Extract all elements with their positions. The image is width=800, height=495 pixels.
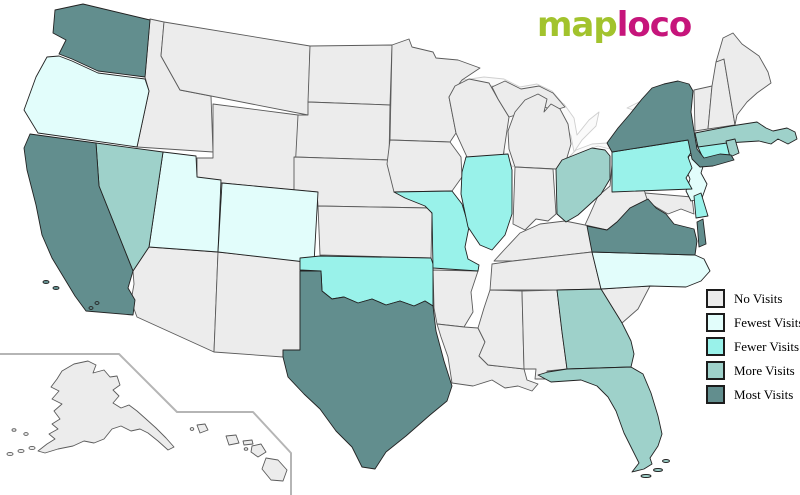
logo-text-loco: loco <box>616 5 693 45</box>
aleutian-island <box>24 433 28 436</box>
legend-item-fewest-visits: Fewest Visits <box>706 313 800 332</box>
state-virginia <box>587 199 697 255</box>
aleutian-island <box>7 452 13 455</box>
aleutian-island <box>29 446 35 449</box>
hawaii-island <box>190 428 194 431</box>
state-washington <box>53 4 150 77</box>
state-texas <box>283 271 452 469</box>
state-california <box>24 134 135 315</box>
legend-label: Most Visits <box>734 386 794 402</box>
legend-label: More Visits <box>734 362 795 378</box>
state-colorado <box>218 183 318 263</box>
channel-island <box>95 302 99 305</box>
state-delaware <box>694 193 708 218</box>
state-north-carolina <box>592 252 710 289</box>
state-new-york <box>607 81 734 167</box>
hawaii-island <box>244 448 248 451</box>
florida-keys <box>641 475 651 478</box>
hawaii-island <box>197 424 208 433</box>
state-mississippi <box>478 290 524 369</box>
channel-island <box>89 307 93 310</box>
florida-keys <box>663 460 670 463</box>
hawaii-island <box>251 444 266 457</box>
hawaii-island <box>262 458 287 481</box>
aleutian-island <box>12 429 16 432</box>
state-indiana <box>513 167 556 230</box>
legend: No Visits Fewest Visits Fewer Visits Mor… <box>706 289 800 410</box>
state-north-dakota <box>308 45 392 105</box>
hawaii-island <box>226 435 239 445</box>
state-georgia <box>557 289 634 369</box>
inset-border <box>0 354 291 495</box>
aleutian-island <box>18 449 24 452</box>
state-massachusetts <box>695 122 797 147</box>
state-missouri <box>394 191 479 271</box>
logo-text-map: map <box>537 5 618 45</box>
legend-item-no-visits: No Visits <box>706 289 800 308</box>
channel-island <box>43 280 49 283</box>
legend-swatch-fewer-visits <box>706 337 725 356</box>
legend-swatch-fewest-visits <box>706 313 725 332</box>
state-new-mexico <box>214 252 300 357</box>
state-alaska <box>38 361 174 453</box>
state-illinois <box>461 154 512 250</box>
hawaii-island <box>243 440 253 445</box>
legend-item-more-visits: More Visits <box>706 361 800 380</box>
florida-keys <box>654 469 663 472</box>
legend-item-most-visits: Most Visits <box>706 385 800 404</box>
maploco-logo[interactable]: maploco <box>537 5 693 45</box>
state-arizona <box>131 247 218 352</box>
legend-swatch-no-visits <box>706 289 725 308</box>
legend-label: No Visits <box>734 290 783 306</box>
state-arkansas <box>433 270 478 327</box>
state-wisconsin <box>449 79 509 157</box>
legend-label: Fewest Visits <box>734 314 800 330</box>
state-ohio <box>556 148 610 222</box>
legend-swatch-most-visits <box>706 385 725 404</box>
channel-island <box>53 286 59 289</box>
state-iowa <box>387 140 462 192</box>
virginia-eastern-shore <box>697 219 706 247</box>
state-south-dakota <box>294 102 390 160</box>
state-florida <box>538 367 662 472</box>
legend-label: Fewer Visits <box>734 338 800 354</box>
legend-item-fewer-visits: Fewer Visits <box>706 337 800 356</box>
legend-swatch-more-visits <box>706 361 725 380</box>
state-kansas <box>318 206 432 258</box>
state-rhode-island <box>726 139 739 157</box>
state-oregon <box>24 56 149 147</box>
